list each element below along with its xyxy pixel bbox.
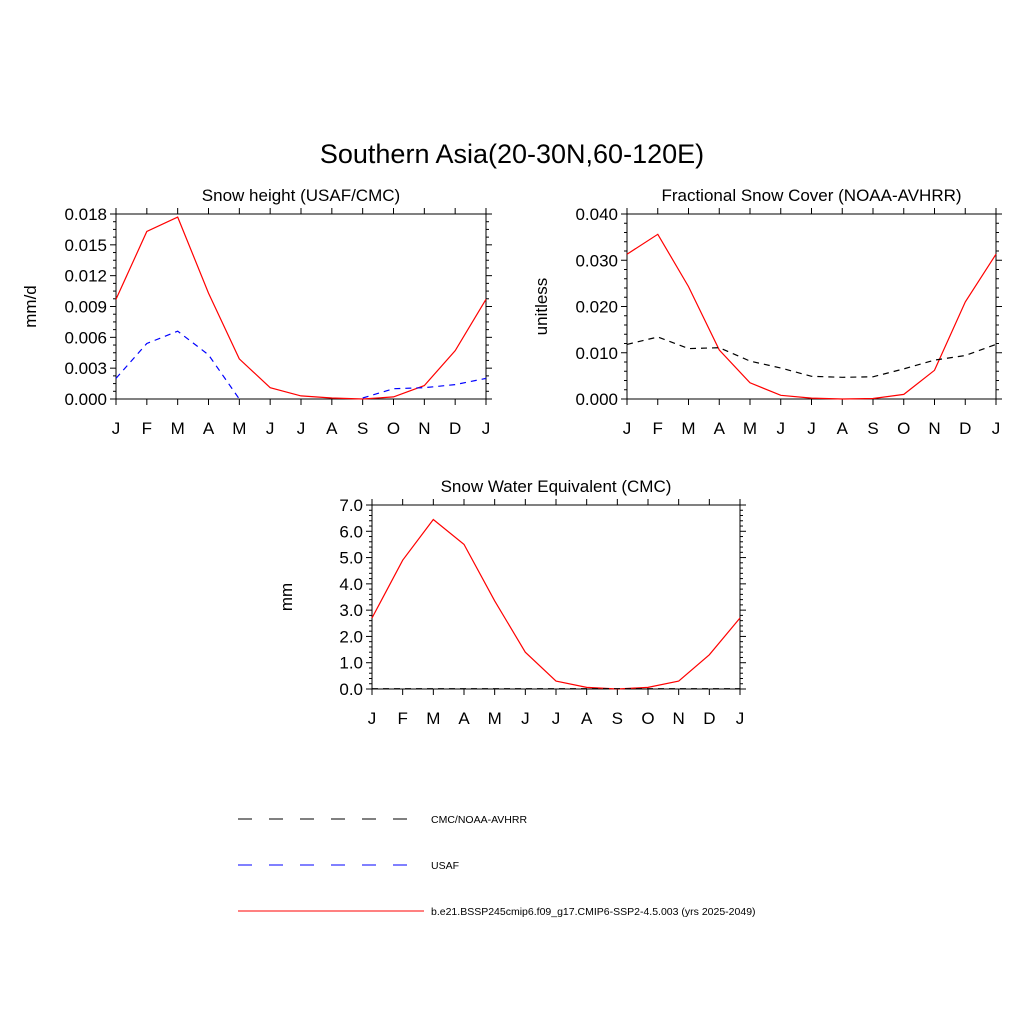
x-tick-label: D — [449, 419, 461, 438]
x-tick-label: J — [623, 419, 632, 438]
x-tick-label: J — [297, 419, 306, 438]
y-tick-label: 2.0 — [339, 627, 363, 646]
y-tick-label: 0.000 — [64, 390, 107, 409]
x-tick-label: D — [959, 419, 971, 438]
y-tick-label: 4.0 — [339, 575, 363, 594]
x-tick-label: D — [703, 709, 715, 728]
y-tick-label: 6.0 — [339, 522, 363, 541]
y-tick-label: 7.0 — [339, 496, 363, 515]
y-axis-label: unitless — [532, 278, 551, 336]
x-tick-label: S — [867, 419, 878, 438]
plot-frame — [626, 213, 997, 400]
x-tick-label: N — [673, 709, 685, 728]
series-line — [371, 518, 741, 690]
series-line — [115, 330, 240, 400]
x-tick-label: J — [482, 419, 491, 438]
x-tick-label: M — [743, 419, 757, 438]
x-tick-label: J — [777, 419, 786, 438]
y-tick-label: 0.030 — [575, 251, 618, 270]
y-tick-label: 0.020 — [575, 298, 618, 317]
y-tick-label: 0.000 — [575, 390, 618, 409]
x-tick-label: S — [357, 419, 368, 438]
legend-label: USAF — [431, 860, 459, 872]
y-tick-label: 0.010 — [575, 344, 618, 363]
x-tick-label: A — [203, 419, 215, 438]
legend-label: b.e21.BSSP245cmip6.f09_g17.CMIP6-SSP2-4.… — [431, 906, 756, 918]
x-tick-label: F — [142, 419, 152, 438]
x-tick-label: A — [458, 709, 470, 728]
x-tick-label: A — [581, 709, 593, 728]
y-tick-label: 0.003 — [64, 359, 107, 378]
series-line — [362, 377, 487, 399]
x-tick-label: O — [641, 709, 654, 728]
y-tick-label: 0.0 — [339, 680, 363, 699]
panel-snow-height: Snow height (USAF/CMC) mm/d 0.000 0.003 0.00… — [21, 186, 492, 438]
panel-title: Snow height (USAF/CMC) — [202, 186, 400, 205]
panel-snow-water-equivalent: Snow Water Equivalent (CMC) mm 0.0 1.0 2.0 3.… — [277, 477, 746, 728]
x-tick-label: A — [326, 419, 338, 438]
x-tick-label: J — [521, 709, 530, 728]
x-tick-label: J — [112, 419, 121, 438]
y-tick-label: 0.012 — [64, 267, 107, 286]
y-tick-label: 0.015 — [64, 236, 107, 255]
series-line — [626, 336, 997, 378]
x-tick-label: M — [488, 709, 502, 728]
x-tick-label: O — [387, 419, 400, 438]
x-tick-label: N — [928, 419, 940, 438]
x-tick-label: M — [171, 419, 185, 438]
figure-title: Southern Asia(20-30N,60-120E) — [320, 139, 704, 169]
legend: CMC/NOAA-AVHRR USAF b.e21.BSSP245cmip6.f09… — [238, 814, 756, 918]
x-tick-label: M — [232, 419, 246, 438]
x-tick-label: F — [653, 419, 663, 438]
x-tick-label: M — [681, 419, 695, 438]
panel-title: Fractional Snow Cover (NOAA-AVHRR) — [661, 186, 961, 205]
x-tick-label: M — [426, 709, 440, 728]
x-tick-label: J — [552, 709, 561, 728]
x-tick-label: S — [612, 709, 623, 728]
y-tick-label: 0.018 — [64, 205, 107, 224]
x-tick-label: A — [837, 419, 849, 438]
x-tick-label: O — [897, 419, 910, 438]
legend-label: CMC/NOAA-AVHRR — [431, 814, 527, 826]
x-tick-label: J — [368, 709, 377, 728]
y-tick-label: 0.006 — [64, 328, 107, 347]
x-tick-label: J — [736, 709, 745, 728]
y-axis-label: mm — [277, 583, 296, 611]
panel-title: Snow Water Equivalent (CMC) — [441, 477, 672, 496]
y-tick-label: 1.0 — [339, 654, 363, 673]
x-tick-label: J — [266, 419, 275, 438]
series-line — [115, 216, 487, 400]
y-tick-label: 0.009 — [64, 298, 107, 317]
plot-frame — [115, 213, 487, 400]
x-tick-label: J — [807, 419, 816, 438]
y-tick-label: 3.0 — [339, 601, 363, 620]
x-tick-label: F — [397, 709, 407, 728]
x-tick-label: N — [418, 419, 430, 438]
x-tick-label: A — [714, 419, 726, 438]
plot-frame — [371, 504, 741, 690]
y-tick-label: 0.040 — [575, 205, 618, 224]
y-axis-label: mm/d — [21, 285, 40, 328]
series-line — [626, 233, 997, 400]
panel-fractional-snow-cover: Fractional Snow Cover (NOAA-AVHRR) unitle… — [532, 186, 1002, 438]
x-tick-label: J — [992, 419, 1001, 438]
y-tick-label: 5.0 — [339, 549, 363, 568]
